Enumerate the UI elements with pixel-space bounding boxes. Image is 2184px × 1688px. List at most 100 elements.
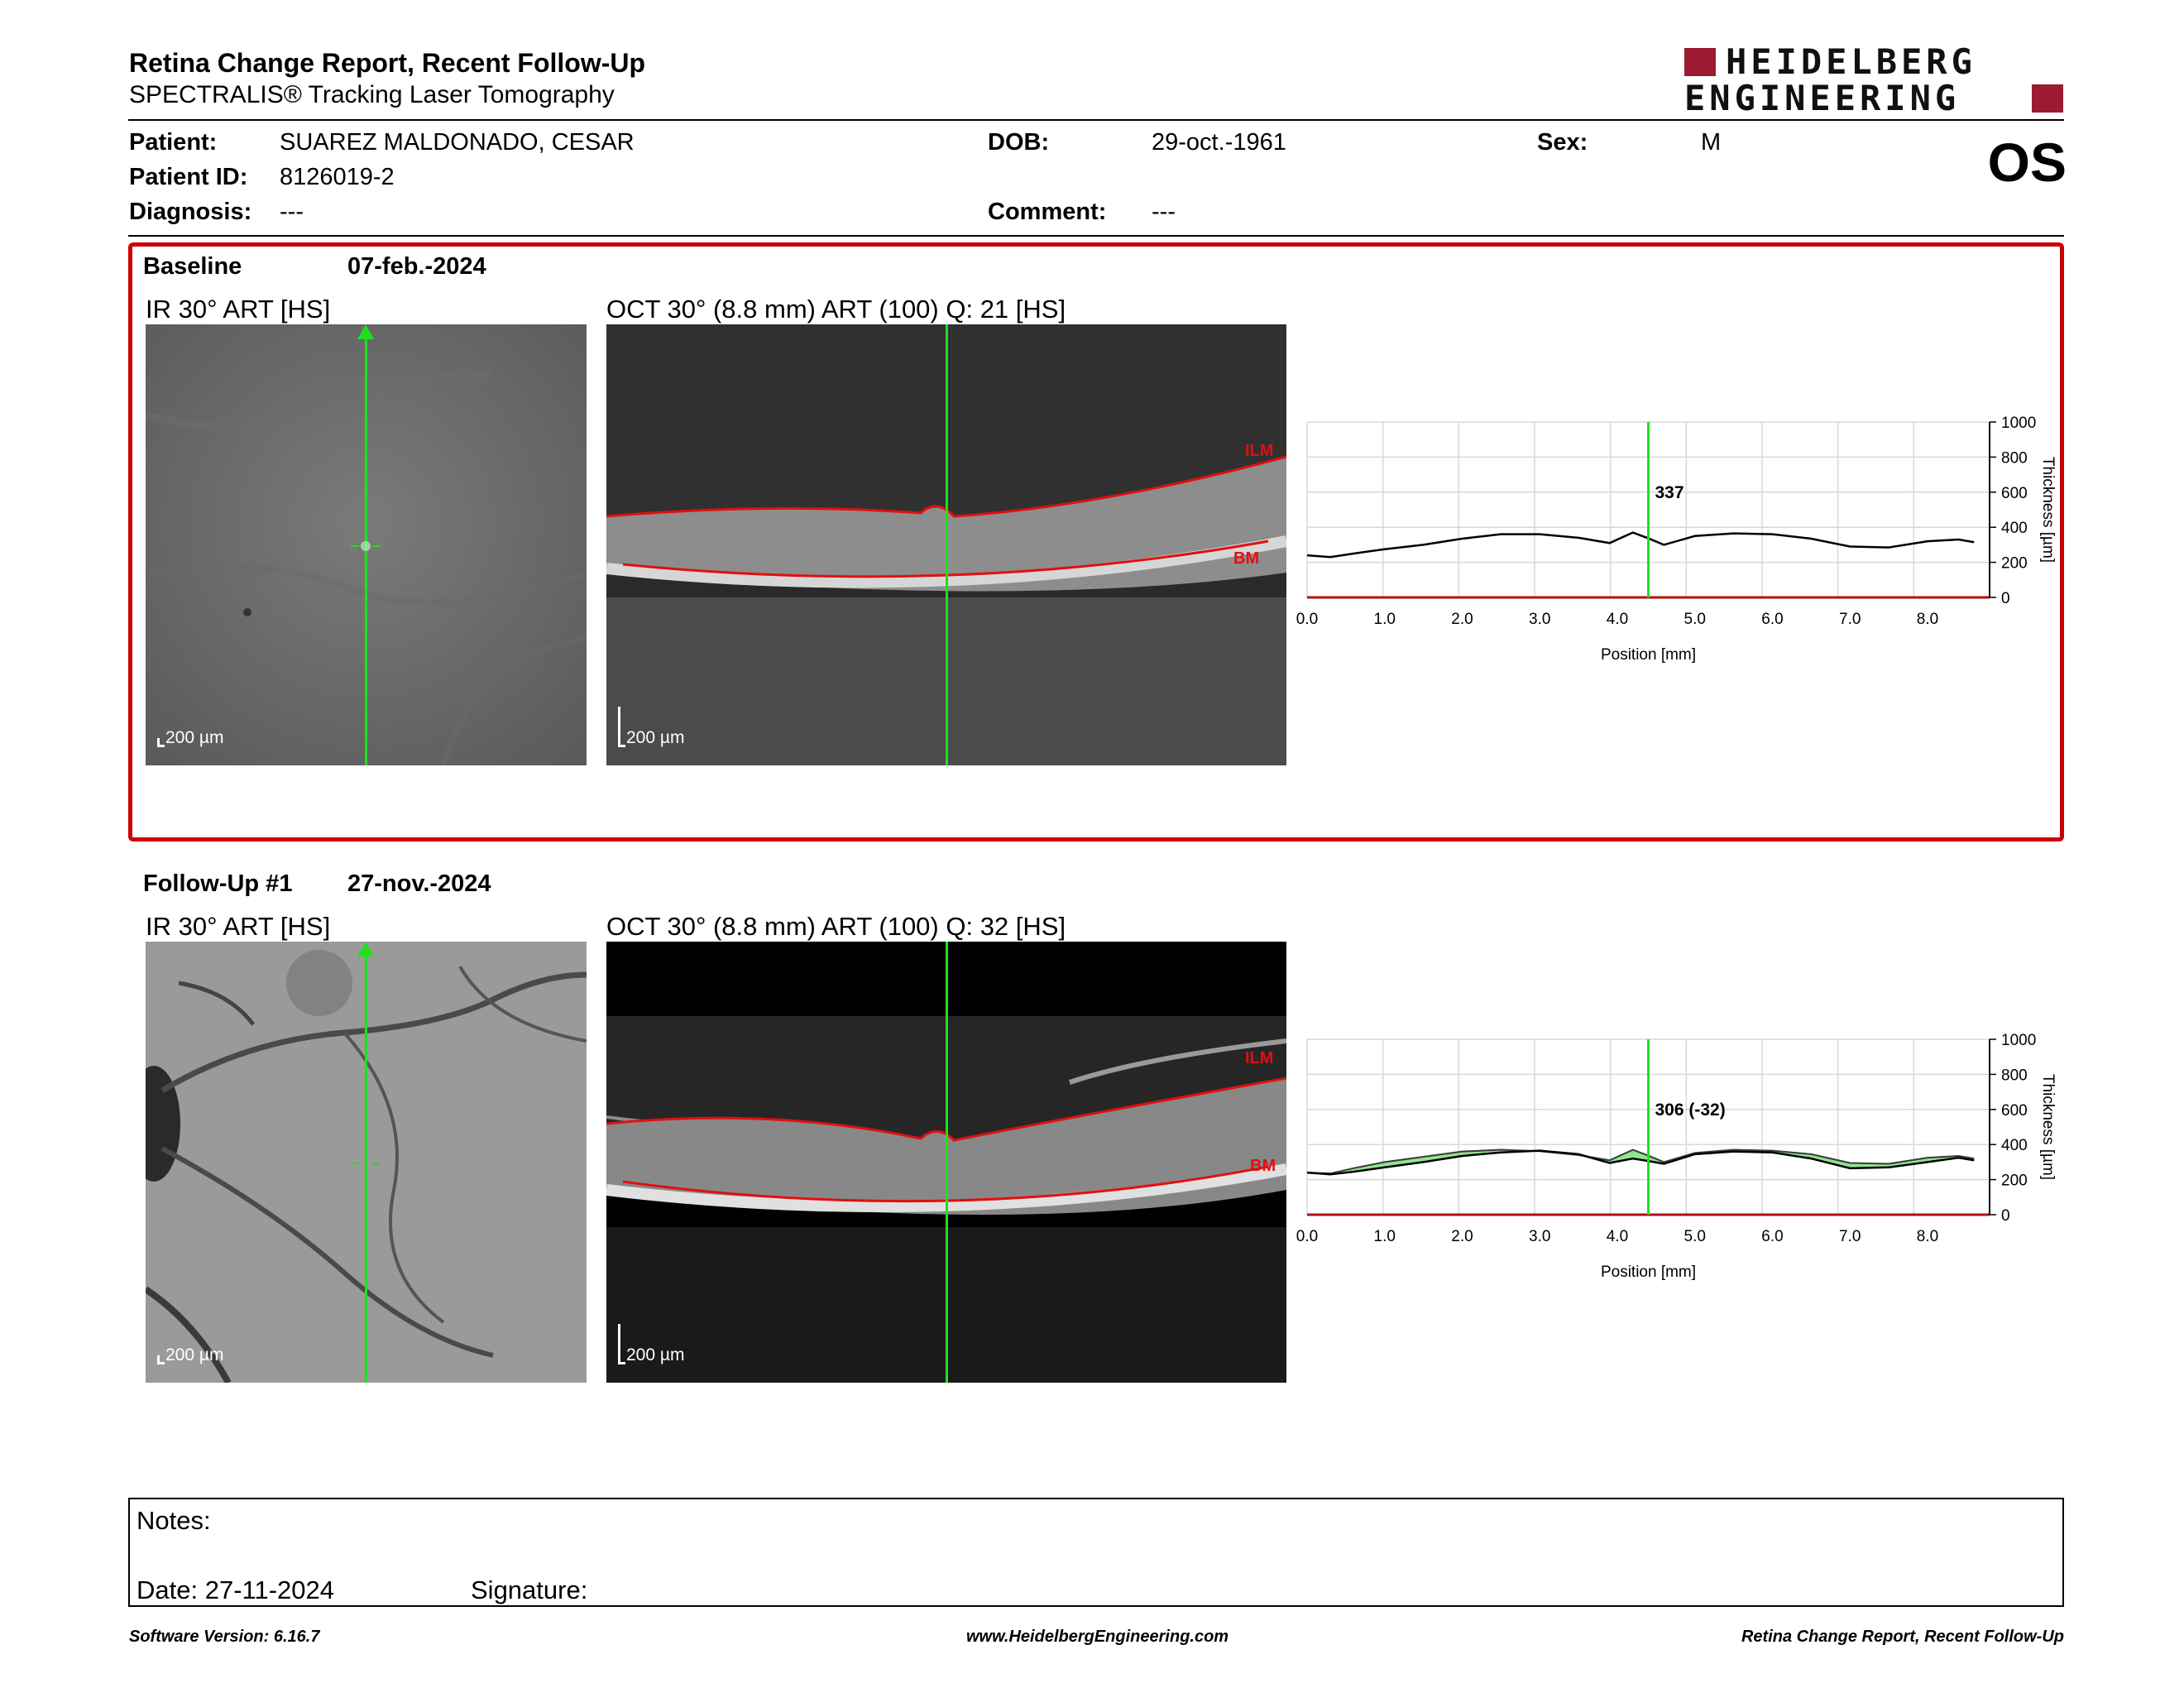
baseline-oct-cursor-line [946, 324, 948, 765]
x-tick-label: 8.0 [1917, 611, 1938, 628]
patient-id-label: Patient ID: [129, 164, 248, 190]
followup-oct-scale-label: 200 µm [626, 1345, 685, 1364]
logo-red-square-icon-2 [2032, 84, 2063, 113]
cursor-value-label: 337 [1655, 483, 1684, 502]
x-tick-label: 0.0 [1296, 1228, 1318, 1245]
patient-id: 8126019-2 [280, 164, 395, 190]
y-tick-label: 800 [2001, 449, 2028, 467]
y-tick-label: 0 [2001, 590, 2010, 607]
y-tick-label: 800 [2001, 1067, 2028, 1084]
notes-label: Notes: [136, 1506, 211, 1535]
report-subtitle: SPECTRALIS® Tracking Laser Tomography [129, 81, 615, 108]
x-tick-label: 8.0 [1917, 1228, 1938, 1245]
followup-ir-scale-label: 200 µm [165, 1345, 224, 1364]
cursor-value-label: 306 (-32) [1655, 1101, 1726, 1120]
x-tick-label: 4.0 [1607, 611, 1628, 628]
followup-ir-title: IR 30° ART [HS] [146, 912, 331, 941]
followup-oct-bscan-image: ILM BM 200 µm [606, 942, 1286, 1383]
baseline-bm-label: BM [1233, 549, 1260, 568]
followup-date: 27-nov.-2024 [347, 870, 491, 897]
patient-name: SUAREZ MALDONADO, CESAR [280, 129, 635, 156]
y-tick-label: 1000 [2001, 415, 2036, 432]
thickness-change-area [1307, 1149, 1975, 1175]
baseline-ir-scale-label: 200 µm [165, 728, 224, 747]
baseline-ir-title: IR 30° ART [HS] [146, 295, 331, 324]
baseline-ilm-label: ILM [1245, 442, 1274, 460]
header-divider [128, 119, 2064, 121]
footer-software-version: Software Version: 6.16.7 [129, 1628, 320, 1646]
baseline-label: Baseline [143, 253, 242, 280]
comment-label: Comment: [988, 199, 1107, 225]
y-tick-label: 400 [2001, 520, 2028, 537]
info-divider [128, 235, 2064, 237]
oct-scale-bar [618, 1324, 625, 1364]
x-axis-label: Position [mm] [1601, 1264, 1696, 1281]
sex-value: M [1701, 129, 1722, 156]
baseline-oct-title: OCT 30° (8.8 mm) ART (100) Q: 21 [HS] [606, 295, 1066, 324]
footer-report-name: Retina Change Report, Recent Follow-Up [1741, 1628, 2064, 1646]
notes-date: Date: 27-11-2024 [136, 1575, 334, 1604]
x-tick-label: 4.0 [1607, 1228, 1628, 1245]
patient-name-label: Patient: [129, 129, 218, 156]
x-tick-label: 3.0 [1529, 611, 1550, 628]
baseline-highlight-box [128, 242, 2064, 842]
baseline-oct-bscan-image: ILM BM 200 µm [606, 324, 1286, 765]
x-tick-label: 5.0 [1684, 611, 1706, 628]
x-tick-label: 7.0 [1839, 611, 1861, 628]
eye-laterality: OS [1987, 132, 2067, 193]
x-tick-label: 2.0 [1451, 611, 1473, 628]
x-tick-label: 2.0 [1451, 1228, 1473, 1245]
baseline-ir-fundus-image: 200 µm [146, 324, 587, 765]
thickness-line [1306, 531, 1975, 559]
followup-thickness-line [1306, 1149, 1975, 1176]
dob-label: DOB: [988, 129, 1050, 156]
followup-bm-label: BM [1250, 1157, 1276, 1175]
report-title: Retina Change Report, Recent Follow-Up [129, 48, 646, 78]
x-axis-label: Position [mm] [1601, 646, 1696, 664]
followup-ilm-label: ILM [1245, 1049, 1274, 1067]
footer-website-link[interactable]: www.HeidelbergEngineering.com [966, 1628, 1229, 1646]
oct-scale-bar [618, 707, 625, 747]
x-tick-label: 0.0 [1296, 611, 1318, 628]
followup-ir-fundus-image: 200 µm [146, 942, 587, 1383]
followup-oct-cursor-line [946, 942, 948, 1383]
followup-thickness-chart: 0 200 400 600 800 1000 0.0 1.0 2.0 3.0 4.0 5.0 6.0 7.… [1296, 1032, 2057, 1281]
logo-line-2: ENGINEERING [1684, 78, 1961, 118]
followup-oct-title: OCT 30° (8.8 mm) ART (100) Q: 32 [HS] [606, 912, 1066, 941]
diagnosis-label: Diagnosis: [129, 199, 252, 225]
baseline-date: 07-feb.-2024 [347, 253, 486, 280]
y-tick-label: 0 [2001, 1207, 2010, 1225]
x-tick-label: 5.0 [1684, 1228, 1706, 1245]
x-tick-label: 7.0 [1839, 1228, 1861, 1245]
y-tick-label: 200 [2001, 1172, 2028, 1190]
x-tick-label: 3.0 [1529, 1228, 1550, 1245]
fovea-marker-icon [351, 541, 381, 551]
notes-box[interactable]: Notes: Date: 27-11-2024 Signature: [128, 1498, 2064, 1607]
logo-line-1: HEIDELBERG [1726, 41, 1976, 82]
fovea-marker-icon [351, 1163, 381, 1164]
logo-red-square-icon [1684, 48, 1716, 76]
y-axis-label: Thickness [µm] [2039, 1074, 2057, 1180]
ir-scale-bar [157, 1355, 165, 1364]
dob-value: 29-oct.-1961 [1152, 129, 1286, 156]
followup-ir-scan-line [365, 950, 367, 1383]
baseline-oct-scale-label: 200 µm [626, 728, 685, 747]
baseline-thickness-chart: 0 200 400 600 800 1000 0.0 1.0 2.0 3.0 4.0 5.0 6.0 7.… [1296, 415, 2057, 664]
ir-scale-bar [157, 738, 165, 747]
y-tick-label: 1000 [2001, 1032, 2036, 1049]
heidelberg-logo: HEIDELBERG ENGINEERING [1684, 45, 2065, 116]
x-tick-label: 1.0 [1374, 1228, 1396, 1245]
diagnosis-value: --- [280, 199, 304, 225]
y-tick-label: 200 [2001, 555, 2028, 573]
signature-label: Signature: [471, 1575, 588, 1604]
y-tick-label: 600 [2001, 1102, 2028, 1120]
sex-label: Sex: [1537, 129, 1588, 156]
scan-direction-arrow-icon [357, 324, 374, 339]
followup-label: Follow-Up #1 [143, 870, 293, 897]
y-tick-label: 600 [2001, 485, 2028, 502]
x-tick-label: 6.0 [1761, 611, 1783, 628]
y-tick-label: 400 [2001, 1137, 2028, 1154]
x-tick-label: 1.0 [1374, 611, 1396, 628]
x-tick-label: 6.0 [1761, 1228, 1783, 1245]
y-axis-label: Thickness [µm] [2039, 457, 2057, 563]
